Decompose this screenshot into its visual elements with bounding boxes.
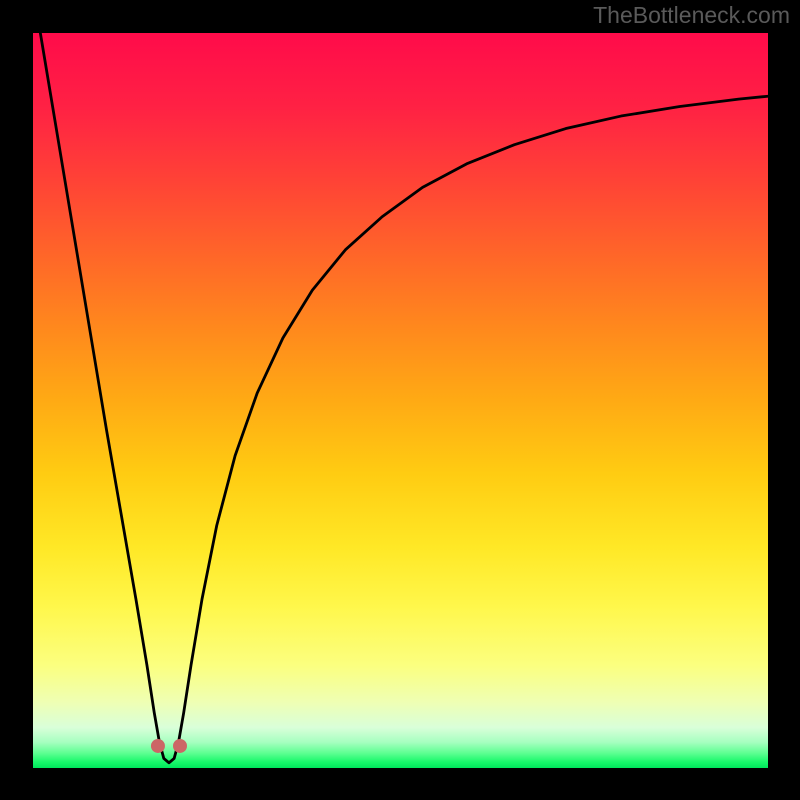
chart-container: TheBottleneck.com <box>0 0 800 800</box>
watermark-text: TheBottleneck.com <box>593 2 790 29</box>
dip-marker-0 <box>151 739 165 753</box>
gradient-background <box>33 33 768 768</box>
dip-marker-1 <box>173 739 187 753</box>
bottleneck-chart <box>33 33 768 768</box>
